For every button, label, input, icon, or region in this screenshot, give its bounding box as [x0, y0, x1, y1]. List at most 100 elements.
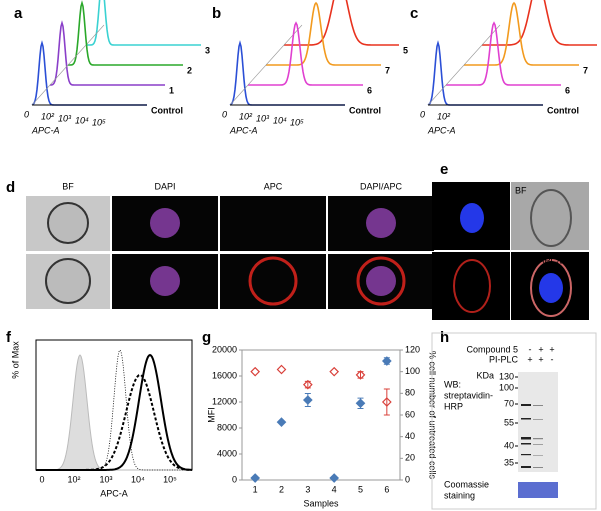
- x-tick-label: 1: [253, 484, 258, 494]
- x-tick-label: 6: [384, 484, 389, 494]
- condition-sign: +: [527, 354, 532, 364]
- perspective-line: [445, 64, 465, 86]
- column-header: APC: [264, 181, 283, 191]
- histogram-curve: [266, 1, 381, 66]
- panel-label: e: [440, 161, 448, 178]
- axis-label: APC-A: [229, 125, 258, 135]
- band: [533, 438, 543, 440]
- band: [533, 444, 543, 445]
- cell: [530, 259, 572, 317]
- y2-tick-label: 0: [405, 474, 410, 484]
- x-tick-label: 3: [305, 484, 310, 494]
- y-tick-label: 8000: [217, 422, 237, 432]
- tick-label: 10²: [239, 111, 253, 121]
- tick-label: 10⁴: [131, 474, 145, 484]
- marker: [329, 366, 340, 377]
- series-label: 5: [403, 45, 408, 55]
- column-header: BF: [62, 181, 74, 191]
- series-label: 6: [367, 85, 372, 95]
- series-label: Control: [151, 105, 183, 115]
- marker: [276, 417, 287, 427]
- perspective-line: [67, 44, 87, 66]
- band: [533, 419, 543, 420]
- perspective-line: [463, 44, 483, 66]
- histogram-curve: [229, 40, 345, 106]
- histogram-curve: [446, 21, 561, 86]
- series-label: 3: [205, 45, 210, 55]
- marker: [329, 473, 340, 483]
- histogram-curve: [464, 1, 579, 66]
- condition-sign: -: [529, 344, 532, 354]
- column-header: DAPI/APC: [360, 181, 403, 191]
- coomassie-strip: [518, 482, 558, 498]
- series-label: 6: [565, 85, 570, 95]
- tick-label: 0: [420, 109, 425, 119]
- y2-tick-label: 60: [405, 409, 415, 419]
- tile-label: APC: [436, 255, 455, 265]
- histogram-curve: [427, 40, 543, 106]
- condition-label: PI-PLC: [489, 354, 519, 364]
- y-tick-label: 0: [232, 474, 237, 484]
- panel-frame: [431, 332, 597, 510]
- tile-label: BF: [515, 185, 527, 195]
- series-label: 7: [583, 65, 588, 75]
- cell: [45, 258, 91, 304]
- condition-sign: +: [538, 354, 543, 364]
- error-bar: [383, 388, 390, 416]
- stain-label: staining: [444, 490, 475, 500]
- perspective-line: [247, 64, 267, 86]
- y-tick-label: 12000: [212, 396, 237, 406]
- histogram-curve: [36, 373, 192, 471]
- x-tick-label: 5: [358, 484, 363, 494]
- marker: [355, 370, 366, 380]
- marker-label: 35: [504, 457, 514, 467]
- cell: [47, 202, 89, 244]
- panel-label: g: [202, 329, 211, 346]
- tick-label: 10⁵: [290, 117, 304, 127]
- y2-tick-label: 120: [405, 344, 420, 354]
- series-label: Control: [547, 105, 579, 115]
- tile-label: DAPI/APC/BF: [515, 255, 572, 265]
- x-tick-label: 4: [332, 484, 337, 494]
- blot-label: streptavidin-: [444, 390, 493, 400]
- nucleus: [460, 203, 484, 233]
- plot-frame: [241, 349, 401, 481]
- series-label: Control: [349, 105, 381, 115]
- membrane: [453, 259, 491, 313]
- nucleus: [539, 273, 563, 303]
- membrane: [356, 256, 406, 306]
- panel-label: a: [14, 5, 23, 22]
- blot-label: WB:: [444, 379, 461, 389]
- series-label: 2: [187, 65, 192, 75]
- image-tile: [432, 252, 510, 320]
- axis-label: % cell number of untreated cells: [428, 351, 438, 480]
- condition-sign: +: [549, 344, 554, 354]
- x-tick-label: 2: [279, 484, 284, 494]
- image-tile: [220, 196, 326, 251]
- panel-label: c: [410, 5, 418, 22]
- panel-label: f: [6, 329, 12, 346]
- tick-label: 10³: [256, 113, 270, 123]
- plot-frame: [35, 339, 193, 471]
- band: [521, 454, 531, 456]
- band: [521, 443, 531, 445]
- band: [533, 405, 543, 406]
- band: [533, 467, 543, 468]
- marker: [302, 395, 313, 405]
- tick-label: 10²: [437, 111, 451, 121]
- axis-label: MFI: [206, 407, 216, 423]
- histogram-curve: [248, 21, 363, 86]
- kda-label: KDa: [476, 370, 494, 380]
- perspective-line: [427, 84, 447, 106]
- condition-label: Compound 5: [466, 344, 518, 354]
- marker-label: 130: [499, 371, 514, 381]
- image-tile: [511, 182, 589, 250]
- panel-label: h: [440, 329, 449, 346]
- tick-label: 10³: [99, 474, 112, 484]
- band: [521, 404, 531, 406]
- y-tick-label: 4000: [217, 448, 237, 458]
- cell: [530, 189, 572, 247]
- nucleus: [366, 208, 396, 238]
- series-label: 1: [169, 85, 174, 95]
